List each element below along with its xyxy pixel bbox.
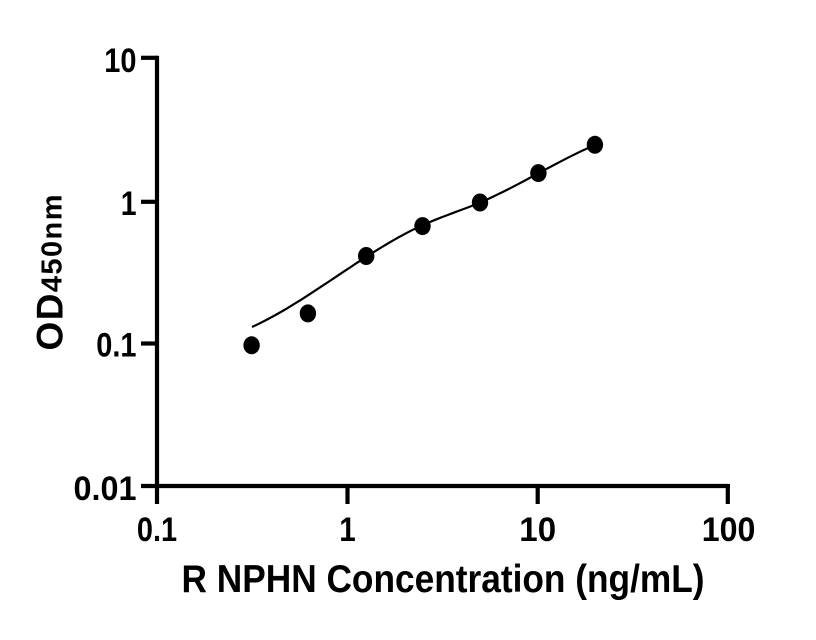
svg-text:0.1: 0.1	[137, 511, 177, 549]
svg-text:0.01: 0.01	[74, 470, 137, 508]
svg-text:0.1: 0.1	[96, 327, 136, 365]
svg-text:1: 1	[121, 185, 137, 223]
svg-text:10: 10	[104, 42, 136, 80]
svg-text:OD450nm: OD450nm	[30, 195, 71, 351]
svg-text:R NPHN Concentration (ng/mL): R NPHN Concentration (ng/mL)	[182, 558, 705, 601]
svg-text:10: 10	[519, 511, 556, 549]
svg-text:1: 1	[339, 511, 356, 549]
svg-text:100: 100	[702, 511, 756, 549]
